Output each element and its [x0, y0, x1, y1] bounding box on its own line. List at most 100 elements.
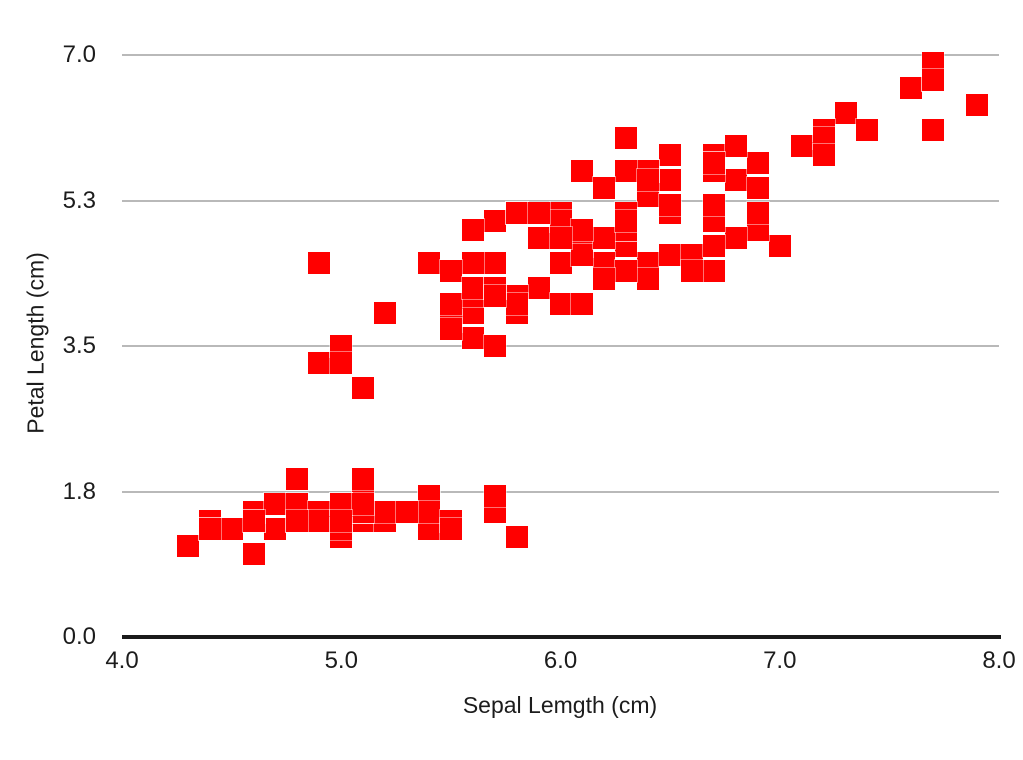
gridline: [122, 199, 999, 202]
data-point-marker: [615, 210, 638, 233]
data-point-marker: [461, 276, 484, 299]
data-point-marker: [461, 251, 484, 274]
data-point-marker: [417, 484, 440, 507]
data-point-marker: [702, 152, 725, 175]
data-point-marker: [352, 468, 375, 491]
y-tick-label: 1.8: [62, 477, 96, 505]
data-point-marker: [659, 168, 682, 191]
data-point-marker: [637, 185, 660, 208]
data-point-marker: [176, 534, 199, 557]
data-point-marker: [352, 376, 375, 399]
data-point-marker: [439, 517, 462, 540]
data-point-marker: [374, 301, 397, 324]
data-point-marker: [900, 77, 923, 100]
data-point-marker: [308, 351, 331, 374]
y-tick-label: 3.5: [62, 332, 96, 359]
data-point-marker: [527, 276, 550, 299]
data-point-marker: [922, 118, 945, 141]
data-point-marker: [571, 218, 594, 241]
data-point-marker: [527, 226, 550, 249]
data-point-marker: [483, 335, 506, 357]
data-point-marker: [702, 210, 725, 233]
data-point-marker: [659, 193, 682, 216]
data-point-marker: [615, 260, 638, 283]
data-point-marker: [790, 135, 813, 158]
data-point-marker: [461, 326, 484, 349]
data-point-marker: [702, 260, 725, 283]
data-point-marker: [505, 201, 528, 224]
x-tick-label: 7.0: [763, 647, 797, 674]
x-tick-label: 4.0: [105, 647, 139, 674]
data-point-marker: [483, 285, 506, 308]
data-point-marker: [571, 293, 594, 316]
data-point-marker: [593, 177, 616, 200]
data-point-marker: [264, 492, 287, 515]
data-point-marker: [330, 492, 353, 515]
data-point-marker: [637, 268, 660, 291]
data-point-marker: [593, 268, 616, 291]
y-tick-label: 0.0: [62, 623, 96, 650]
data-point-marker: [505, 293, 528, 316]
data-point-marker: [659, 143, 682, 166]
data-point-marker: [768, 235, 791, 258]
data-point-marker: [702, 235, 725, 258]
data-point-marker: [461, 301, 484, 324]
data-point-marker: [637, 251, 660, 274]
data-point-marker: [308, 251, 331, 274]
data-point-marker: [834, 102, 857, 125]
data-point-marker: [637, 168, 660, 191]
data-point-marker: [615, 235, 638, 258]
data-point-marker: [417, 251, 440, 274]
data-point-marker: [681, 243, 704, 266]
data-point-marker: [746, 152, 769, 175]
data-point-marker: [615, 127, 638, 150]
data-point-marker: [615, 160, 638, 183]
x-tick-label: 5.0: [324, 647, 358, 674]
gridline: [122, 490, 999, 493]
data-point-marker: [374, 501, 397, 524]
data-point-marker: [746, 177, 769, 200]
data-point-marker: [396, 501, 419, 524]
x-axis-line: [122, 635, 1001, 639]
data-point-marker: [724, 168, 747, 191]
data-point-marker: [242, 542, 265, 565]
data-point-marker: [702, 193, 725, 216]
data-point-marker: [483, 210, 506, 233]
data-point-marker: [286, 492, 309, 515]
data-point-marker: [746, 201, 769, 224]
data-point-marker: [724, 135, 747, 158]
data-point-marker: [308, 509, 331, 532]
data-point-marker: [505, 526, 528, 549]
data-point-marker: [549, 226, 572, 249]
data-point-marker: [746, 218, 769, 241]
data-point-marker: [417, 501, 440, 524]
data-point-marker: [593, 226, 616, 249]
data-point-marker: [571, 160, 594, 183]
data-point-marker: [220, 517, 243, 540]
data-point-marker: [659, 243, 682, 266]
data-point-marker: [812, 143, 835, 166]
data-point-marker: [549, 210, 572, 233]
data-point-marker: [483, 484, 506, 507]
x-tick-label: 6.0: [543, 647, 578, 674]
data-point-marker: [724, 226, 747, 249]
data-point-marker: [352, 492, 375, 515]
data-point-marker: [856, 118, 879, 141]
y-tick-label: 5.3: [62, 186, 96, 214]
data-point-marker: [198, 517, 221, 540]
data-point-marker: [439, 293, 462, 316]
data-point-marker: [966, 93, 989, 116]
gridline: [122, 345, 999, 347]
x-tick-label: 8.0: [982, 647, 1016, 674]
data-point-marker: [439, 318, 462, 341]
data-point-marker: [330, 335, 353, 357]
data-point-marker: [286, 509, 309, 532]
data-point-marker: [330, 509, 353, 532]
data-point-marker: [549, 293, 572, 316]
data-point-marker: [593, 251, 616, 274]
data-point-marker: [922, 52, 945, 75]
y-tick-label: 7.0: [62, 41, 96, 68]
data-point-marker: [681, 260, 704, 283]
data-point-marker: [330, 351, 353, 374]
